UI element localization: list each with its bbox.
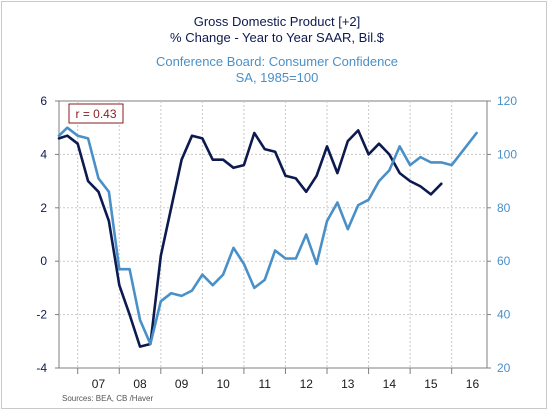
x-tick-label: 15 <box>424 377 438 391</box>
left-tick-label: 6 <box>40 94 47 108</box>
right-tick-label: 20 <box>497 361 511 375</box>
left-tick-label: -4 <box>36 361 47 375</box>
left-tick-label: 4 <box>40 147 47 161</box>
x-tick-label: 13 <box>341 377 355 391</box>
annotation-box <box>68 103 124 124</box>
source-note: Sources: BEA, CB /Haver <box>62 394 153 403</box>
x-tick-label: 12 <box>300 377 314 391</box>
grid-lines <box>59 101 487 368</box>
right-tick-label: 60 <box>497 254 511 268</box>
right-tick-label: 40 <box>497 308 511 322</box>
left-tick-label: 0 <box>40 254 47 268</box>
x-tick-label: 11 <box>258 377 271 391</box>
plot-area <box>58 100 488 369</box>
left-tick-label: 2 <box>40 201 47 215</box>
left-tick-label: -2 <box>36 308 47 322</box>
x-axis: 07 08 09 10 11 12 13 14 15 16 <box>77 368 480 391</box>
x-tick-label: 08 <box>133 377 147 391</box>
x-tick-label: 16 <box>466 377 480 391</box>
title-left-line2: % Change - Year to Year SAAR, Bil.$ <box>170 30 385 45</box>
right-axis: 120 100 80 60 40 20 <box>487 94 517 375</box>
x-tick-label: 09 <box>175 377 189 391</box>
left-axis: 6 4 2 0 -2 -4 <box>36 94 59 375</box>
x-tick-label: 10 <box>216 377 230 391</box>
x-tick-label: 14 <box>383 377 397 391</box>
series-group <box>57 126 478 348</box>
x-tick-label: 07 <box>92 377 106 391</box>
consumer-confidence-series-line <box>57 126 478 346</box>
right-tick-label: 100 <box>497 147 517 161</box>
annotation-text: r = 0.43 <box>75 107 116 121</box>
right-tick-label: 120 <box>497 94 517 108</box>
title-right-line1: Conference Board: Consumer Confidence <box>156 54 398 69</box>
right-tick-label: 80 <box>497 201 511 215</box>
title-left-line1: Gross Domestic Product [+2] <box>194 14 361 29</box>
title-right-line2: SA, 1985=100 <box>236 70 319 85</box>
gdp-series-line <box>57 129 443 348</box>
